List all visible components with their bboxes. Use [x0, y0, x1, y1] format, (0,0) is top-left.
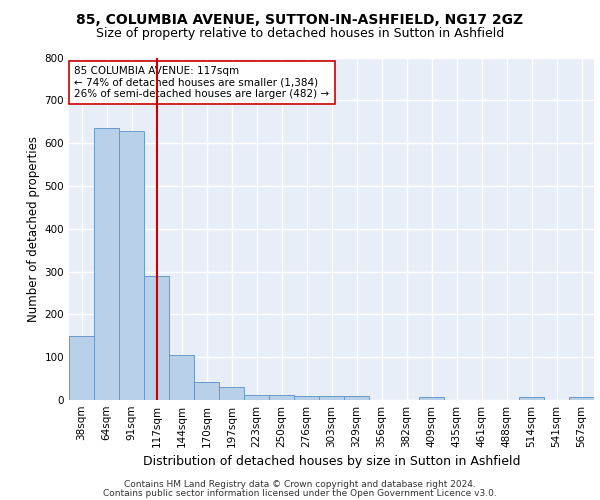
Y-axis label: Number of detached properties: Number of detached properties [28, 136, 40, 322]
Bar [519, 396, 544, 400]
Bar [344, 396, 369, 400]
Text: 85 COLUMBIA AVENUE: 117sqm
← 74% of detached houses are smaller (1,384)
26% of s: 85 COLUMBIA AVENUE: 117sqm ← 74% of deta… [74, 66, 329, 100]
X-axis label: Distribution of detached houses by size in Sutton in Ashfield: Distribution of detached houses by size … [143, 456, 520, 468]
Bar [294, 396, 319, 400]
Bar [144, 276, 169, 400]
Bar [269, 395, 294, 400]
Bar [319, 396, 344, 400]
Text: 85, COLUMBIA AVENUE, SUTTON-IN-ASHFIELD, NG17 2GZ: 85, COLUMBIA AVENUE, SUTTON-IN-ASHFIELD,… [76, 12, 524, 26]
Text: Size of property relative to detached houses in Sutton in Ashfield: Size of property relative to detached ho… [96, 28, 504, 40]
Bar [194, 382, 219, 400]
Bar [94, 128, 119, 400]
Bar [244, 395, 269, 400]
Bar [419, 396, 444, 400]
Bar [569, 396, 594, 400]
Bar [119, 131, 144, 400]
Bar [219, 387, 244, 400]
Text: Contains HM Land Registry data © Crown copyright and database right 2024.: Contains HM Land Registry data © Crown c… [124, 480, 476, 489]
Bar [169, 356, 194, 400]
Bar [69, 336, 94, 400]
Text: Contains public sector information licensed under the Open Government Licence v3: Contains public sector information licen… [103, 488, 497, 498]
